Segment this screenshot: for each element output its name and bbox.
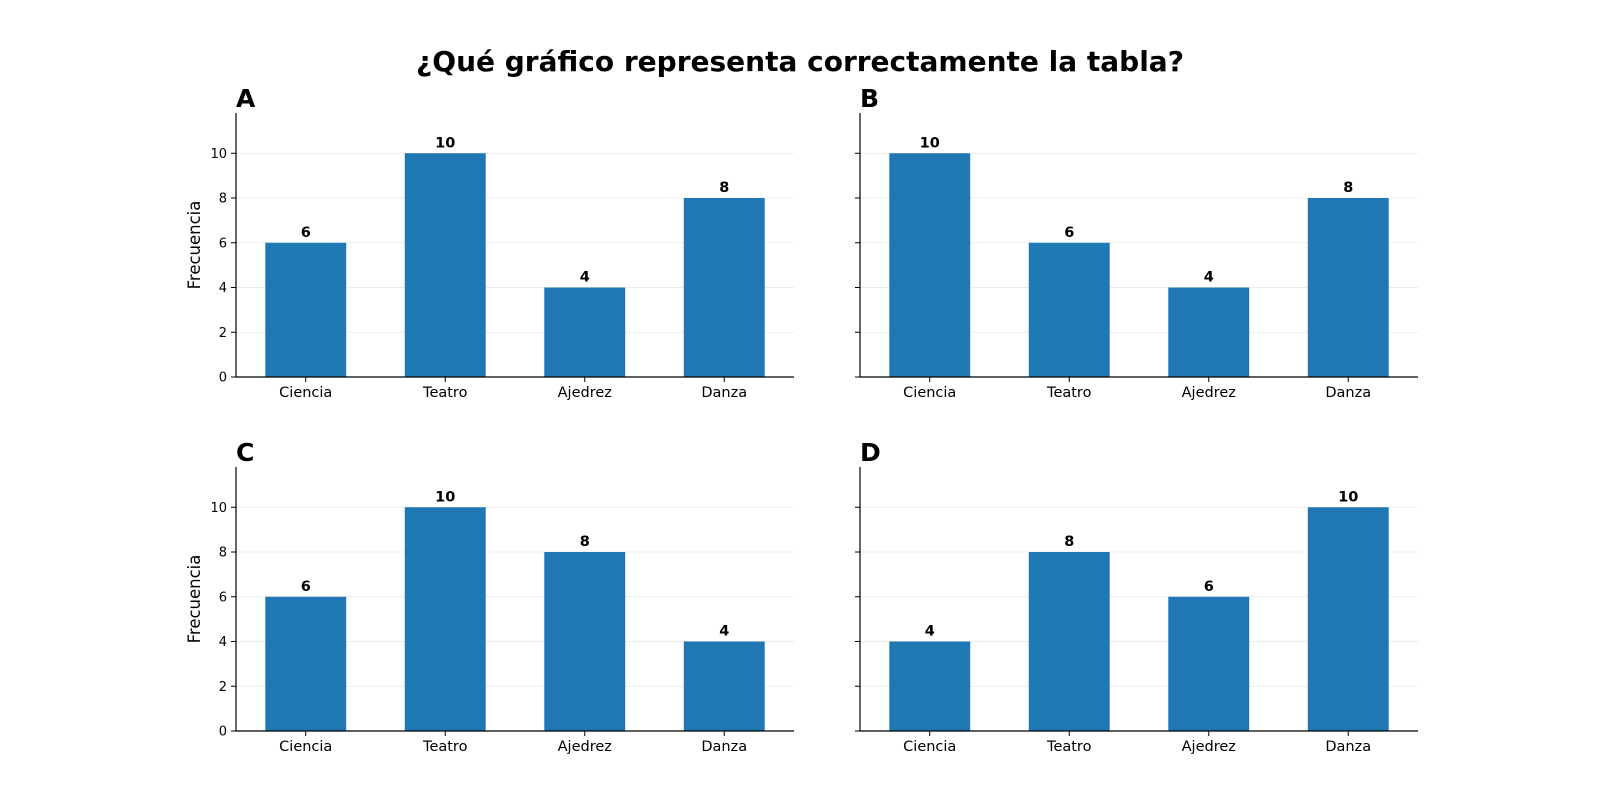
bar-teatro — [1028, 552, 1110, 731]
data-label: 8 — [719, 180, 729, 196]
data-label: 6 — [1204, 579, 1214, 595]
x-tick-label: Teatro — [422, 385, 468, 401]
bar-ajedrez — [544, 552, 626, 731]
data-label: 10 — [435, 489, 455, 505]
bar-ciencia — [265, 596, 347, 731]
y-tick-label: 4 — [219, 635, 227, 650]
bar-ajedrez — [1168, 287, 1250, 377]
bar-danza — [1307, 198, 1389, 377]
panel-letter: A — [236, 84, 256, 113]
bar-teatro — [404, 153, 486, 377]
x-tick-label: Ciencia — [279, 385, 332, 401]
y-tick-label: 6 — [219, 236, 227, 251]
x-tick-label: Danza — [1325, 739, 1371, 755]
panel-letter: B — [860, 84, 879, 113]
y-tick-label: 2 — [219, 326, 227, 341]
panel-d: 4 Ciencia 8 Teatro 6 Ajedrez 10 Danza D — [855, 438, 1418, 755]
x-tick-label: Ciencia — [903, 385, 956, 401]
x-tick-label: Danza — [1325, 385, 1371, 401]
x-tick-label: Ajedrez — [1182, 739, 1236, 755]
x-tick-label: Teatro — [1046, 739, 1092, 755]
y-tick-label: 6 — [219, 590, 227, 605]
chart-panels: 0 2 4 6 8 10 6 Ciencia 10 Teatro 4 Ajedrez 8 Danza A Fr… — [185, 84, 1418, 755]
x-tick-label: Ajedrez — [558, 739, 612, 755]
bar-ciencia — [265, 242, 347, 377]
x-tick-label: Ajedrez — [558, 385, 612, 401]
x-tick-label: Ciencia — [279, 739, 332, 755]
x-tick-label: Teatro — [1046, 385, 1092, 401]
panel-letter: D — [860, 438, 881, 467]
y-tick-label: 0 — [219, 371, 227, 386]
bar-teatro — [1028, 242, 1110, 377]
bar-ajedrez — [1168, 596, 1250, 731]
data-label: 8 — [580, 534, 590, 550]
panel-letter: C — [236, 438, 254, 467]
data-label: 4 — [719, 624, 729, 640]
data-label: 6 — [301, 225, 311, 241]
data-label: 6 — [1064, 225, 1074, 241]
x-tick-label: Ajedrez — [1182, 385, 1236, 401]
bar-teatro — [404, 507, 486, 731]
data-label: 10 — [435, 135, 455, 151]
bar-ajedrez — [544, 287, 626, 377]
data-label: 10 — [920, 135, 940, 151]
bar-ciencia — [889, 153, 971, 377]
bar-danza — [683, 641, 765, 731]
x-tick-label: Danza — [701, 385, 747, 401]
y-tick-label: 4 — [219, 281, 227, 296]
data-label: 4 — [1204, 270, 1214, 286]
y-tick-label: 8 — [219, 546, 227, 561]
y-axis-label: Frecuencia — [185, 555, 204, 644]
bar-danza — [1307, 507, 1389, 731]
panel-a: 0 2 4 6 8 10 6 Ciencia 10 Teatro 4 Ajedrez 8 Danza A Fr… — [185, 84, 794, 401]
data-label: 10 — [1338, 489, 1358, 505]
x-tick-label: Danza — [701, 739, 747, 755]
data-label: 6 — [301, 579, 311, 595]
panel-b: 10 Ciencia 6 Teatro 4 Ajedrez 8 Danza B — [855, 84, 1418, 401]
data-label: 4 — [925, 624, 935, 640]
x-tick-label: Teatro — [422, 739, 468, 755]
y-axis-label: Frecuencia — [185, 201, 204, 290]
panel-c: 0 2 4 6 8 10 6 Ciencia 10 Teatro 8 Ajedrez 4 Danza C Fr… — [185, 438, 794, 755]
data-label: 8 — [1064, 534, 1074, 550]
y-tick-label: 8 — [219, 192, 227, 207]
data-label: 8 — [1343, 180, 1353, 196]
bar-danza — [683, 198, 765, 377]
y-tick-label: 0 — [219, 725, 227, 740]
x-tick-label: Ciencia — [903, 739, 956, 755]
data-label: 4 — [580, 270, 590, 286]
figure-title: ¿Qué gráfico representa correctamente la… — [416, 45, 1184, 78]
y-tick-label: 2 — [219, 680, 227, 695]
y-tick-label: 10 — [210, 147, 227, 162]
bar-ciencia — [889, 641, 971, 731]
y-tick-label: 10 — [210, 501, 227, 516]
